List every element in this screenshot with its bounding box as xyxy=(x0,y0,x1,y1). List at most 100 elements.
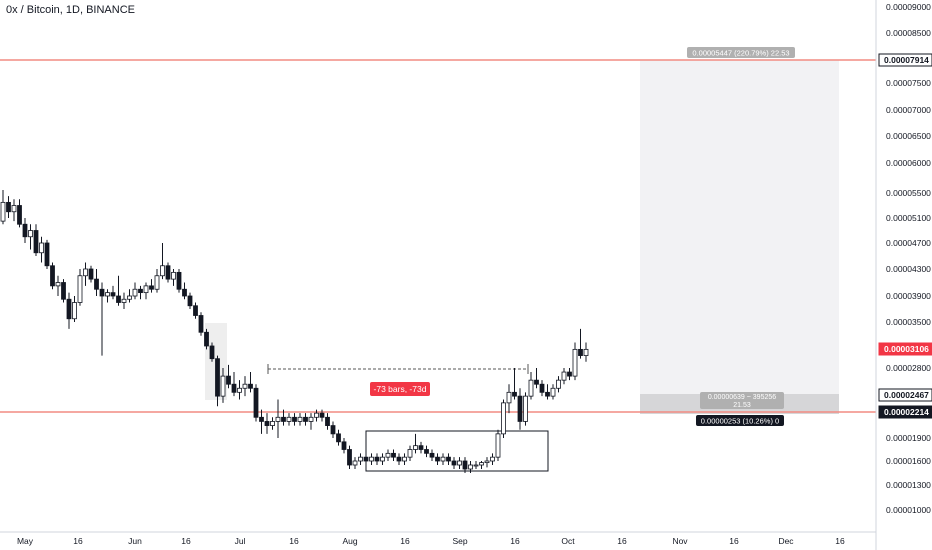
candle-body xyxy=(462,460,468,470)
candle-body xyxy=(495,433,501,458)
candle-body xyxy=(209,345,215,360)
candle-body xyxy=(506,391,512,404)
candle-body xyxy=(319,412,325,418)
candle-body xyxy=(578,348,583,356)
price-label-text: 0.00007914 xyxy=(884,55,929,65)
y-tick-label: 0.00001000 xyxy=(886,505,931,515)
mid-label-line2: 21.53 xyxy=(733,402,751,409)
candle-body xyxy=(380,456,385,462)
target-label: 0.00005447 (220.79%) 22.53 xyxy=(687,47,795,58)
candle-body xyxy=(303,416,308,422)
candle-body xyxy=(468,464,473,470)
candle-body xyxy=(473,464,479,467)
candle-body xyxy=(22,223,28,238)
candle-body xyxy=(523,395,528,422)
candle-body xyxy=(83,268,88,277)
candle-body xyxy=(363,456,369,462)
x-tick-label: 16 xyxy=(289,536,299,546)
price-label-text: 0.00003106 xyxy=(884,344,929,354)
candle-body xyxy=(451,460,457,466)
candle-body xyxy=(413,445,418,450)
candle-body xyxy=(440,456,446,462)
candle-body xyxy=(534,379,539,385)
consolidation-box xyxy=(365,430,549,472)
x-tick-label: 16 xyxy=(510,536,520,546)
candle-body xyxy=(0,201,6,222)
candle-body xyxy=(561,371,567,381)
candle-body xyxy=(121,298,127,303)
candle-body xyxy=(99,288,105,297)
candle-body xyxy=(484,460,490,463)
chart-title: 0x / Bitcoin, 1D, BINANCE xyxy=(6,4,135,16)
price-label-bg xyxy=(878,405,932,419)
y-tick-label: 0.00008500 xyxy=(886,28,931,38)
candle-body xyxy=(105,292,110,297)
candle-body xyxy=(50,265,55,287)
y-tick-label: 0.00004300 xyxy=(886,264,931,274)
x-tick-label: 16 xyxy=(729,536,739,546)
candle-body xyxy=(314,412,319,418)
candle-body xyxy=(259,416,264,422)
y-tick-label: 0.00001300 xyxy=(886,480,931,490)
candle-body xyxy=(182,288,187,297)
candle-body xyxy=(385,452,391,458)
candle-body xyxy=(308,416,314,422)
x-tick-label: 16 xyxy=(835,536,845,546)
candle-body xyxy=(270,421,275,426)
candle-body xyxy=(572,348,578,377)
candle-body xyxy=(55,282,61,287)
y-tick-label: 0.00006500 xyxy=(886,131,931,141)
candle-body xyxy=(72,302,77,320)
range-label-bg xyxy=(370,382,430,396)
candle-body xyxy=(61,282,66,300)
price-label-bg xyxy=(878,342,932,356)
y-tick-label: 0.00004700 xyxy=(886,238,931,248)
price-label-text: 0.00002214 xyxy=(884,407,929,417)
y-tick-label: 0.00003900 xyxy=(886,291,931,301)
candle-body xyxy=(435,456,440,462)
price-label: 0.00002467 xyxy=(878,388,932,402)
mid-label-bg xyxy=(700,392,784,409)
candle-body xyxy=(341,441,347,450)
y-tick-label: 0.00002800 xyxy=(886,363,931,373)
candle-body xyxy=(215,358,220,397)
candle-body xyxy=(6,201,11,213)
price-label: 0.00002214 xyxy=(878,405,932,419)
x-tick-label: Jun xyxy=(128,536,142,546)
candle-body xyxy=(286,416,292,422)
candle-body xyxy=(149,285,154,290)
candle-body xyxy=(556,379,561,389)
x-tick-label: 16 xyxy=(181,536,191,546)
candle-body xyxy=(457,460,462,466)
y-tick-label: 0.00003500 xyxy=(886,317,931,327)
candle-body xyxy=(325,416,330,426)
x-tick-label: Sep xyxy=(452,536,467,546)
y-tick-label: 0.00001600 xyxy=(886,456,931,466)
target-label-bg xyxy=(687,47,795,58)
candle-body xyxy=(424,449,429,454)
candle-body xyxy=(517,395,523,422)
candle-body xyxy=(275,416,281,422)
target-zone xyxy=(640,60,839,399)
candle-body xyxy=(44,242,50,267)
x-tick-label: Oct xyxy=(561,536,575,546)
candle-body xyxy=(358,456,363,462)
price-label-bg xyxy=(878,53,932,67)
candle-body xyxy=(429,452,435,458)
price-label: 0.00007914 xyxy=(878,53,932,67)
candle-body xyxy=(176,271,182,290)
candle-body xyxy=(171,271,176,280)
range-label: -73 bars, -73d xyxy=(370,382,430,396)
candle-body xyxy=(281,416,286,422)
candle-body xyxy=(330,425,336,435)
candle-body xyxy=(336,433,341,443)
mid-label-line1: 0.00000639 ~ 395256 xyxy=(708,394,776,401)
y-tick-label: 0.00001900 xyxy=(886,433,931,443)
candle-body xyxy=(391,452,396,458)
candle-body xyxy=(39,242,44,254)
candle-body xyxy=(127,295,132,300)
candle-body xyxy=(187,295,193,307)
candle-body xyxy=(583,348,589,356)
candle-body xyxy=(396,456,402,462)
